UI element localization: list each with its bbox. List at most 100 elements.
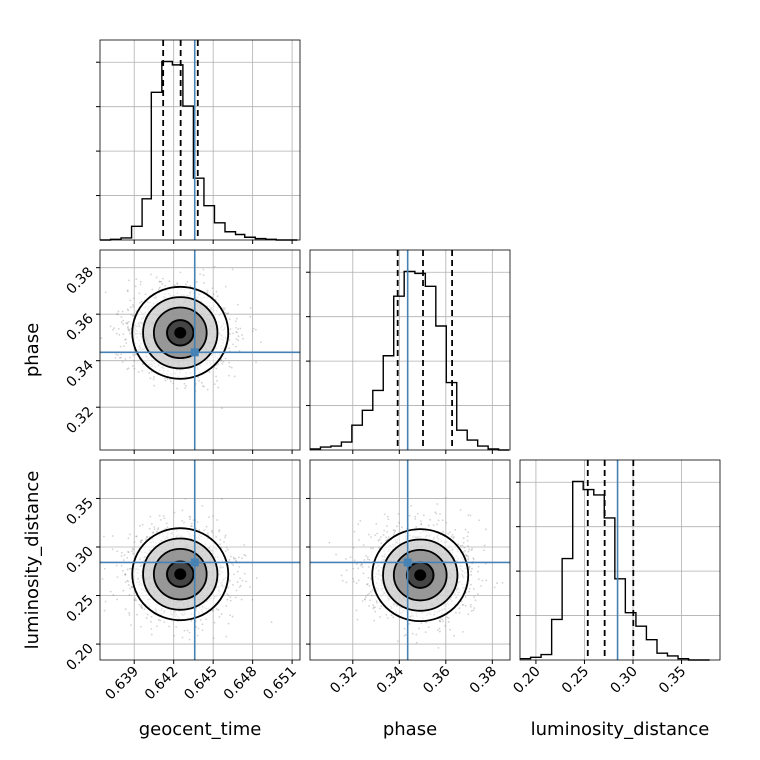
sample-point	[218, 530, 220, 533]
sample-point	[353, 559, 356, 562]
sample-point	[112, 594, 115, 596]
sample-point	[415, 633, 418, 636]
sample-point	[420, 523, 423, 526]
sample-point	[186, 280, 189, 283]
sample-point	[478, 519, 480, 522]
sample-point	[103, 609, 106, 612]
sample-point	[201, 623, 204, 626]
sample-point	[126, 326, 129, 328]
sample-point	[229, 599, 232, 602]
sample-point	[211, 287, 214, 290]
sample-point	[438, 627, 441, 630]
sample-point	[467, 544, 469, 547]
sample-point	[232, 556, 235, 559]
sample-point	[378, 538, 381, 541]
sample-point	[235, 326, 238, 329]
sample-point	[153, 528, 156, 531]
sample-point	[496, 582, 498, 584]
sample-point	[235, 345, 237, 348]
sample-point	[184, 497, 187, 500]
sample-point	[103, 535, 105, 538]
axis-labels: geocent_time phase luminosity_distance p…	[22, 323, 709, 740]
sample-point	[379, 616, 382, 618]
sample-point	[228, 374, 230, 377]
sample-point	[113, 327, 115, 329]
sample-point	[139, 605, 142, 608]
sample-point	[471, 567, 473, 570]
sample-point	[117, 354, 119, 356]
sample-point	[229, 596, 232, 599]
sample-point	[420, 622, 423, 625]
sample-point	[173, 511, 176, 514]
sample-point	[452, 537, 455, 539]
sample-point	[458, 607, 461, 610]
sample-point	[162, 515, 165, 517]
sample-point	[355, 609, 358, 612]
sample-point	[445, 496, 447, 499]
sample-point	[230, 366, 233, 369]
sample-point	[240, 598, 243, 601]
xtick-label-geocent_time: 0.639	[102, 664, 142, 704]
sample-point	[104, 600, 107, 603]
sample-point	[206, 388, 209, 391]
sample-point	[201, 384, 204, 387]
sample-point	[243, 572, 246, 575]
sample-point	[236, 317, 238, 320]
sample-point	[238, 350, 241, 352]
sample-point	[212, 293, 215, 295]
sample-point	[127, 551, 130, 553]
xtick-label-geocent_time: 0.648	[221, 664, 261, 704]
sample-point	[136, 613, 138, 616]
ytick-label-phase: 0.38	[63, 264, 96, 297]
sample-point	[164, 379, 167, 382]
sample-point	[123, 554, 126, 556]
sample-point	[251, 598, 254, 601]
sample-point	[473, 596, 476, 598]
sample-point	[132, 354, 135, 357]
sample-point	[173, 634, 176, 637]
sample-point	[340, 574, 343, 577]
sample-point	[116, 312, 118, 315]
sample-point	[434, 511, 437, 514]
sample-point	[190, 525, 192, 527]
sample-point	[455, 611, 457, 614]
sample-point	[364, 598, 366, 601]
panel-frame	[99, 39, 301, 241]
sample-point	[379, 536, 382, 538]
sample-point	[196, 634, 199, 637]
ytick-label-phase: 0.34	[63, 357, 96, 390]
sample-point	[352, 580, 355, 583]
sample-point	[126, 290, 129, 293]
sample-point	[114, 356, 117, 359]
sample-point	[217, 609, 220, 611]
sample-point	[129, 306, 132, 309]
sample-point	[229, 555, 232, 558]
sample-point	[215, 375, 217, 378]
sample-point	[380, 605, 383, 608]
sample-point	[245, 580, 247, 583]
sample-point	[226, 548, 229, 551]
sample-point	[184, 387, 187, 389]
sample-point	[366, 558, 369, 561]
sample-point	[134, 597, 136, 600]
sample-point	[242, 337, 245, 340]
sample-point	[153, 384, 156, 387]
sample-point	[109, 325, 112, 328]
sample-point	[134, 353, 137, 356]
sample-point	[183, 382, 186, 385]
sample-point	[408, 514, 411, 517]
sample-point	[447, 621, 450, 623]
sample-point	[369, 599, 372, 602]
sample-point	[148, 527, 151, 530]
ytick-label-luminosity_distance: 0.30	[63, 544, 96, 577]
sample-point	[249, 306, 252, 309]
panel-frame	[309, 459, 511, 661]
sample-point	[195, 625, 198, 628]
sample-point	[378, 546, 380, 549]
sample-point	[148, 372, 151, 374]
sample-point	[411, 632, 414, 635]
sample-point	[198, 529, 201, 531]
xtick-label-geocent_time: 0.642	[142, 664, 182, 704]
sample-point	[355, 582, 358, 585]
sample-point	[249, 315, 252, 318]
